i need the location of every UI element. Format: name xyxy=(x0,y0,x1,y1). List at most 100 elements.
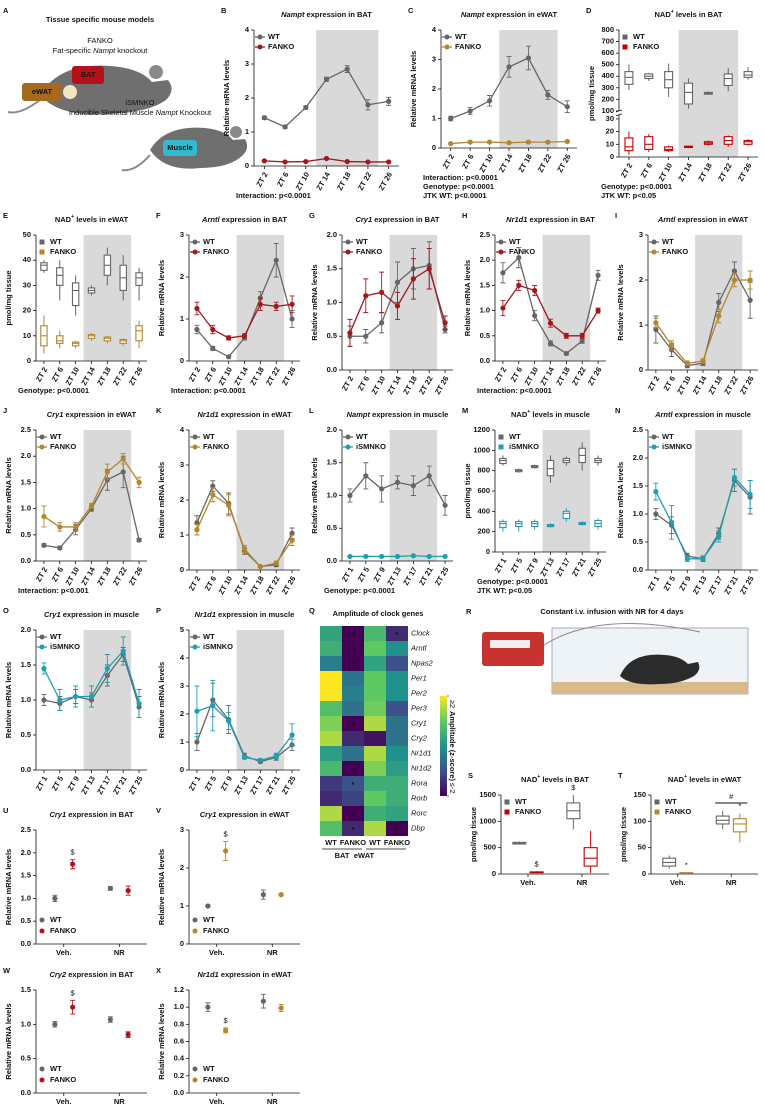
y-tick-label: 0.5 xyxy=(327,331,337,340)
chart-title: Nr1d1 expression in muscle xyxy=(195,610,295,619)
data-point xyxy=(532,313,538,319)
y-tick-label: 1.0 xyxy=(21,893,31,902)
box xyxy=(644,136,654,150)
y-tick-label: 0.0 xyxy=(174,1088,184,1097)
x-tick-label: ZT 2 xyxy=(34,365,50,383)
significance-star: * xyxy=(352,825,355,834)
model-description: Inducible Skeletal Muscle Nampt Knockout xyxy=(69,108,212,117)
box xyxy=(56,267,64,286)
legend-label: FANKO xyxy=(665,807,691,816)
y-axis-label: Relative mRNA levels xyxy=(409,51,418,127)
y-axis-label: pmol/mg tissue xyxy=(469,807,478,862)
panel-letter: J xyxy=(3,406,7,415)
text-segment: levels in muscle xyxy=(530,410,590,419)
y-tick-label: 0.6 xyxy=(174,1036,184,1045)
legend-label: iSMNKO xyxy=(662,442,692,451)
data-point xyxy=(547,320,554,326)
chart-title: NAD+ levels in BAT xyxy=(521,774,589,784)
data-point xyxy=(516,255,522,261)
text-segment: expression in eWAT xyxy=(219,970,292,979)
y-tick-label: 4 xyxy=(180,653,185,662)
y-tick-label: 600 xyxy=(477,486,490,495)
column-label: WT xyxy=(369,838,381,847)
data-point xyxy=(323,76,330,82)
text-segment: Amplitude of clock genes xyxy=(333,609,424,618)
stat-note: Interaction: p<0.0001 xyxy=(236,191,311,200)
data-point xyxy=(448,140,454,147)
data-point xyxy=(410,276,416,282)
y-tick-label: 10 xyxy=(606,139,614,148)
x-tick-label: ZT 26 xyxy=(586,365,604,386)
y-tick-label: 2 xyxy=(639,275,643,284)
data-point xyxy=(120,648,126,654)
heat-cell xyxy=(364,671,386,686)
y-tick-label: 800 xyxy=(477,466,490,475)
text-segment: Arntl xyxy=(201,215,220,224)
chart-title: NAD+ levels in eWAT xyxy=(55,214,129,224)
text-segment: expression in muscle xyxy=(61,610,139,619)
data-point xyxy=(241,754,248,761)
heat-cell xyxy=(386,746,408,761)
y-tick-label: 2 xyxy=(432,84,436,93)
y-axis-label: Relative mRNA levels xyxy=(310,264,319,340)
data-point xyxy=(261,115,267,121)
x-tick-label: ZT 5 xyxy=(509,556,525,574)
data-point xyxy=(41,513,47,520)
chart-title: Nampt expression in BAT xyxy=(281,10,372,19)
panel-a: A Tissue specific mouse models FANKOFat-s… xyxy=(3,6,248,172)
x-tick-label: ZT 10 xyxy=(477,152,495,173)
legend-marker xyxy=(257,34,263,40)
text-segment: levels in BAT xyxy=(540,775,589,784)
heat-cell xyxy=(364,776,386,791)
x-tick-label: Veh. xyxy=(56,948,71,957)
text-segment: Nr1d1 xyxy=(197,410,218,419)
x-tick-label: ZT 14 xyxy=(232,365,250,387)
legend-label: FANKO xyxy=(50,442,76,451)
group-label: BAT xyxy=(335,851,350,860)
x-tick-label: ZT 9 xyxy=(372,565,388,583)
y-tick-label: 1.5 xyxy=(480,280,490,289)
data-point xyxy=(282,159,288,165)
x-tick-label: ZT 14 xyxy=(232,574,250,596)
heat-cell xyxy=(386,626,408,641)
x-tick-label: ZT 1 xyxy=(34,774,50,792)
x-tick-label: ZT 21 xyxy=(570,556,588,577)
y-tick-label: 1.0 xyxy=(327,297,337,306)
chart-title: Cry2 expression in BAT xyxy=(49,970,133,979)
x-tick-label: ZT 2 xyxy=(187,574,203,592)
y-tick-label: 1.5 xyxy=(21,477,31,486)
legend-swatch xyxy=(654,799,660,805)
legend-swatch xyxy=(622,34,628,40)
panel-title: Constant i.v. infusion with NR for 4 day… xyxy=(540,607,683,616)
y-tick-label: 2.5 xyxy=(21,825,31,834)
text-segment: expression in eWAT xyxy=(484,10,557,19)
x-tick-label: ZT 14 xyxy=(79,565,97,587)
y-tick-label: 2 xyxy=(180,272,184,281)
data-point xyxy=(104,469,110,475)
y-tick-label: 0 xyxy=(180,765,184,774)
x-tick-label: ZT 18 xyxy=(554,365,572,386)
y-tick-label: 1 xyxy=(180,314,184,323)
heat-cell xyxy=(320,716,342,731)
y-tick-label: 0 xyxy=(492,869,496,878)
chart-title: Arntl expression in eWAT xyxy=(657,215,749,224)
x-tick-label: NR xyxy=(114,1097,125,1106)
y-axis-label: Relative mRNA levels xyxy=(4,849,13,925)
legend-label: WT xyxy=(268,32,280,41)
x-tick-label: ZT 13 xyxy=(538,556,556,577)
x-tick-label: ZT 26 xyxy=(738,374,756,395)
heat-cell xyxy=(342,821,364,836)
chart-panel: U Cry1 expression in BAT 0.0 0.5 1.0 1.5 2.0 2.… xyxy=(3,806,147,957)
chart-panel: M NAD+ levels in muscle 0 200 400 600 800 1000 1… xyxy=(462,406,606,595)
y-tick-label: 100 xyxy=(633,816,646,825)
x-tick-label: ZT 22 xyxy=(570,365,588,386)
data-point xyxy=(394,279,401,285)
chart-title: Nampt expression in muscle xyxy=(347,410,449,419)
significance-star: * xyxy=(352,720,355,729)
legend-marker xyxy=(345,434,351,440)
data-point xyxy=(716,299,722,306)
legend-label: WT xyxy=(203,915,215,924)
data-point xyxy=(426,473,432,479)
x-tick-label: ZT 14 xyxy=(538,365,556,387)
y-tick-label: 4 xyxy=(180,425,185,434)
